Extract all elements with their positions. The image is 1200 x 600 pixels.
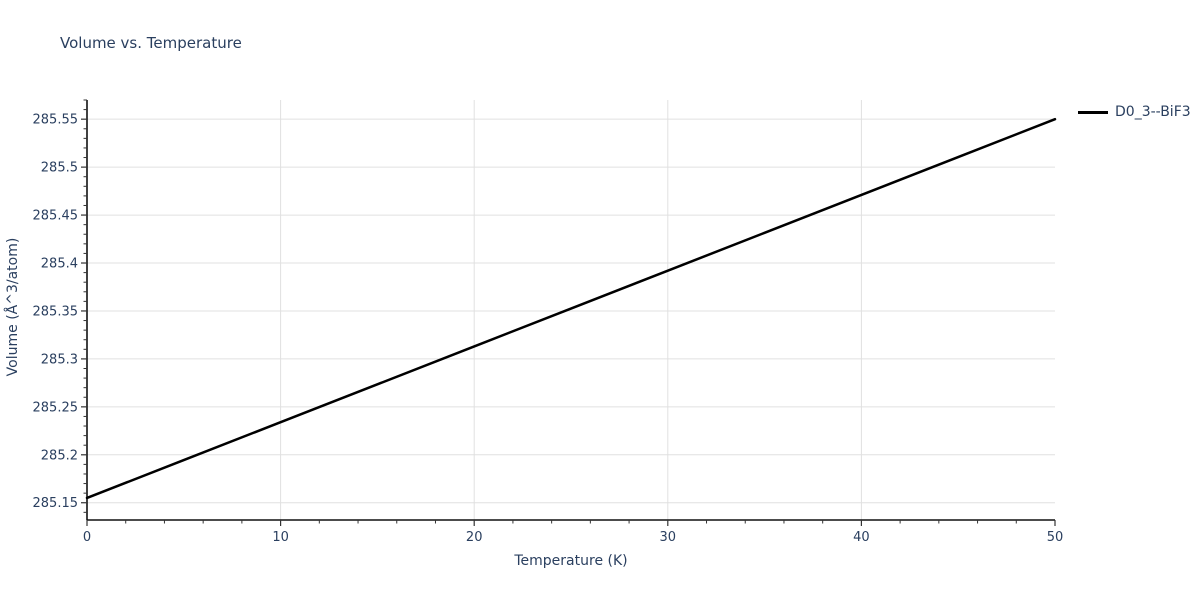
grid-layer (87, 100, 1055, 520)
y-tick-label: 285.4 (41, 257, 78, 272)
series-layer (85, 117, 1057, 500)
chart-title: Volume vs. Temperature (60, 34, 242, 52)
x-tick-label: 40 (853, 530, 870, 545)
x-tick-label: 0 (83, 530, 91, 545)
tick-label-layer: 285.15 285.2 285.25 285.3 285.35 285.4 285.45 2… (33, 113, 1064, 545)
x-tick-label: 20 (466, 530, 483, 545)
y-tick-label: 285.5 (41, 161, 78, 176)
y-axis-title: Volume (Å^3/atom) (5, 237, 21, 377)
y-tick-label: 285.15 (33, 496, 79, 511)
y-tick-label: 285.25 (33, 400, 79, 415)
x-tick-label: 30 (660, 530, 677, 545)
x-axis-title: Temperature (K) (514, 553, 628, 569)
axis-layer (81, 99, 1056, 526)
x-tick-label: 10 (272, 530, 289, 545)
legend-line-sample (1078, 110, 1108, 114)
y-tick-label: 285.35 (33, 304, 79, 319)
y-tick-label: 285.45 (33, 209, 79, 224)
y-tick-label: 285.55 (33, 113, 79, 128)
legend-item-label: D0_3--BiF3 (1115, 104, 1191, 120)
legend[interactable]: D0_3--BiF3 (1078, 104, 1191, 120)
y-tick-label: 285.3 (41, 352, 78, 367)
series-line-D0_3--BiF3 (85, 117, 1057, 500)
x-tick-label: 50 (1047, 530, 1064, 545)
y-tick-label: 285.2 (41, 448, 78, 463)
